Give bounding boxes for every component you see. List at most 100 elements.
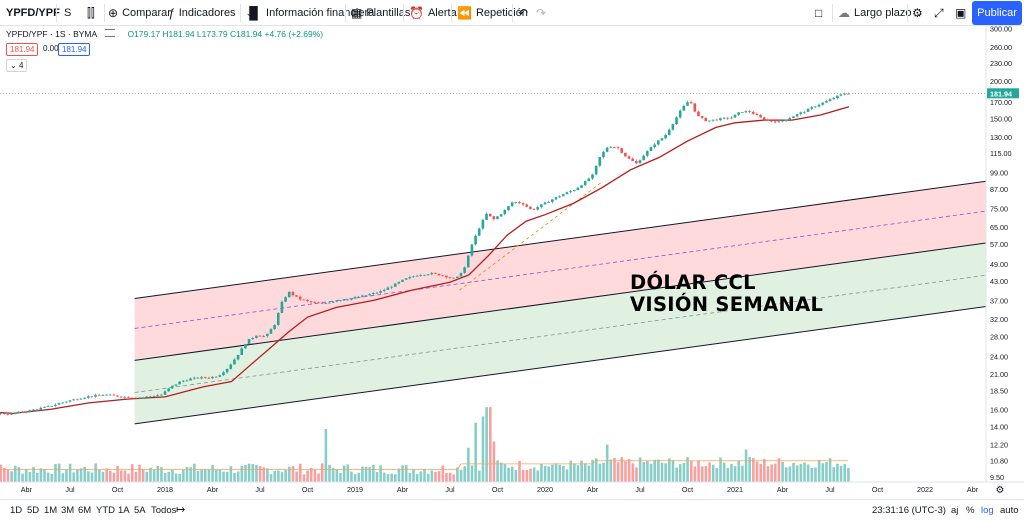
candle-body [642,155,645,161]
symbol-search[interactable]: YPFD/YPF [6,7,60,19]
adjust-toggle[interactable]: aj [951,505,959,516]
candle-body [719,118,722,121]
volume-bar [54,463,57,482]
legend-title: YPFD/YPF · 1S · BYMA [6,29,97,39]
volume-bar [810,467,814,482]
axis-settings-icon: ⚙ [996,485,1005,496]
candle-body [324,303,328,304]
candle-body [94,394,97,397]
volume-bar [715,468,719,482]
range-5a[interactable]: 5A [134,505,146,516]
candle-body [105,394,108,396]
candle-body [90,396,94,398]
range-1a[interactable]: 1A [118,505,130,516]
candle-body [558,196,561,198]
candle-body [638,160,642,164]
volume-bar [105,468,108,482]
price-chart[interactable]: 300.00 260.00 230.00 200.00 170.00 150.00 130.… [0,26,1024,499]
volume-bar [847,467,850,482]
candle-body [452,277,455,279]
price-tick-label: 10.80 [990,456,1008,465]
square-icon: □ [815,6,823,20]
volume-bar [759,463,762,482]
chart-type-button[interactable]: ⫿⫿ [87,0,95,26]
publish-button[interactable]: Publicar [972,1,1022,25]
redo-button[interactable]: ↷ [536,0,546,26]
time-tick-label: Oct [492,485,503,494]
candle-body [17,411,21,414]
volume-bar [843,463,847,482]
volume-bar [379,465,382,482]
volume-bar [152,469,156,482]
clock[interactable]: 23:31:16 (UTC-3) [872,505,946,516]
range-3m[interactable]: 3M [61,505,75,516]
candle-body [284,297,287,302]
eye-icon[interactable] [105,29,116,37]
range-5d[interactable]: 5D [27,505,40,516]
candle-body [777,121,781,123]
range-all[interactable]: Todos [151,505,177,516]
volume-bar [594,458,598,482]
candle-body [682,105,686,111]
alert-button[interactable]: ⏰ Alerta [409,0,457,26]
date-range-button[interactable]: ↦ [176,503,185,516]
candle-body [423,274,426,276]
replay-button[interactable]: ⏪ Repetición [457,0,528,26]
candle-body [112,394,116,396]
auto-toggle[interactable]: auto [1000,505,1019,516]
candle-body [510,202,514,207]
range-ytd[interactable]: YTD [96,505,115,516]
candle-body [149,396,152,398]
volume-bar [386,474,390,482]
candle-body [463,267,466,274]
volume-bar [94,463,97,482]
compare-button[interactable]: ⊕ Comparar [108,0,171,26]
snapshot-button[interactable]: ▣ [955,0,966,26]
expand-button[interactable]: ⤢ [934,0,944,26]
financials-button[interactable]: ▐▌ Información financiera [245,0,374,26]
log-toggle[interactable]: log [981,505,994,516]
candle-body [269,329,273,334]
candle-body [817,104,821,107]
templates-button[interactable]: ▦ Plantillas [351,0,410,26]
candle-body [79,398,83,400]
candle-body [211,376,214,379]
ask-badge[interactable]: 181.94 [58,43,91,56]
fullscreen-toggle[interactable]: □ [815,0,822,26]
annotation-line-1: DÓLAR CCL [630,271,756,294]
interval-button[interactable]: S [64,7,72,19]
range-6m[interactable]: 6M [78,505,92,516]
volume-bar [766,466,770,482]
candle-body [138,397,141,399]
volume-bar [627,458,631,482]
candle-body [160,394,163,396]
candle-body [386,287,390,290]
percent-toggle[interactable]: % [966,505,975,516]
candle-body [273,324,276,330]
candle-body [306,299,309,302]
volume-bar [258,466,262,482]
undo-button[interactable]: ↶ [518,0,528,26]
range-1m[interactable]: 1M [44,505,58,516]
candle-body [68,400,72,402]
indicators-button[interactable]: ƒ Indicadores ⌄ [168,0,253,26]
volume-bar [825,462,828,482]
price-tick-label: 150.00 [990,114,1012,123]
bid-badge[interactable]: 181.94 [6,43,39,56]
candle-body [540,204,543,208]
volume-bar [737,460,741,482]
candle-body [240,348,244,355]
price-tick-label: 99.00 [990,168,1008,177]
settings-button[interactable]: ⚙ [912,0,923,26]
indicator-collapse[interactable]: ⌄ 4 [6,59,28,72]
replay-label: Repetición [475,7,528,19]
layout-select[interactable]: ☁ Largo plazo ⌄ [838,0,923,26]
volume-bar [229,466,233,482]
last-price-tag [987,88,1019,99]
volume-bar [141,469,145,482]
volume-bar [90,472,94,482]
range-1d[interactable]: 1D [10,505,23,516]
price-tick-label: 18.50 [990,386,1008,395]
candle-body [781,120,784,122]
candle-body [116,395,119,397]
